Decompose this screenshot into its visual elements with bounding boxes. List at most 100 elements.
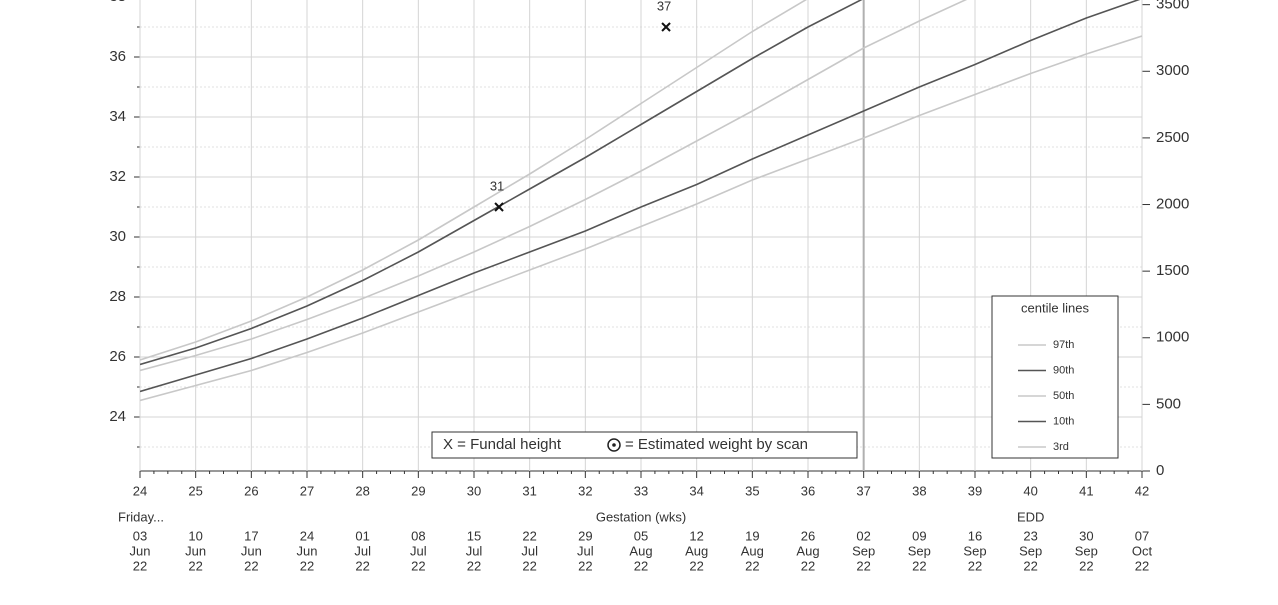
x-tick-label: 25 [188,483,202,498]
x-tick-label: 42 [1135,483,1149,498]
fundal-x-stroke [494,202,504,212]
x-tick-label: 36 [801,483,815,498]
legend-title: centile lines [1021,300,1089,315]
overlay: 31 37 [490,0,671,212]
legend-label: 10th [1053,415,1074,427]
x-date-label: Sep [908,543,931,558]
x-date-label: 22 [133,558,147,573]
x-date-label: Jul [577,543,594,558]
y2-tick-label: 1000 [1156,329,1189,346]
x-tick-label: 34 [689,483,703,498]
x-date-label: 22 [411,558,425,573]
x-date-label: 05 [634,528,648,543]
x-date-label: Sep [852,543,875,558]
centile-line [140,0,808,361]
fundal-mark [494,202,504,212]
scan-symbol-dot [612,443,616,447]
y-tick-label: 30 [109,228,126,245]
x-date-label: 09 [912,528,926,543]
legend-label: 90th [1053,364,1074,376]
x-tick-label: 26 [244,483,258,498]
x-tick-label: 38 [912,483,926,498]
x-date-label: Jun [185,543,206,558]
x-tick-label: 31 [522,483,536,498]
x-date-label: 15 [467,528,481,543]
x-date-label: 23 [1023,528,1037,543]
x-date-label: 22 [1135,558,1149,573]
scan-symbol [607,438,621,452]
x-date-label: 22 [188,558,202,573]
x-date-label: Jul [521,543,538,558]
x-date-label: Jun [241,543,262,558]
y-tick-label: 36 [109,48,126,65]
y2-tick-label: 2000 [1156,195,1189,212]
x-date-label: Oct [1132,543,1153,558]
x-date-label: 08 [411,528,425,543]
x-date-label: 01 [355,528,369,543]
x-date-label: 22 [300,558,314,573]
x-date-label: 29 [578,528,592,543]
legend-label: 50th [1053,390,1074,402]
x-tick-label: 33 [634,483,648,498]
x-date-label: Sep [1075,543,1098,558]
x-date-label: 22 [689,558,703,573]
x-tick-label: 32 [578,483,592,498]
x-date-label: Jul [410,543,427,558]
centile-line [140,35,1142,402]
x-tick-label: 27 [300,483,314,498]
x-tick-label: 37 [856,483,870,498]
y-tick-label: 32 [109,168,126,185]
x-tick-label: 24 [133,483,147,498]
key-fundal: X = Fundal height [443,436,562,453]
fundal-mark [661,22,671,32]
y-tick-label: 38 [109,0,126,5]
x-date-label: 22 [801,558,815,573]
legend-label: 97th [1053,339,1074,351]
x-date-label: 19 [745,528,759,543]
y2-tick-label: 2500 [1156,129,1189,146]
key-scan: = Estimated weight by scan [625,436,808,453]
x-date-label: Aug [629,543,652,558]
x-date-label: 12 [689,528,703,543]
x-tick-label: 30 [467,483,481,498]
x-date-label: 22 [244,558,258,573]
x-tick-label: 41 [1079,483,1093,498]
centile-line [140,0,968,372]
fundal-label: 31 [490,178,504,193]
x-date-label: 22 [1079,558,1093,573]
x-date-label: 22 [1023,558,1037,573]
x-date-label: 17 [244,528,258,543]
y2-tick-label: 500 [1156,395,1181,412]
y-tick-label: 26 [109,348,126,365]
x-tick-label: 28 [355,483,369,498]
x-date-label: 26 [801,528,815,543]
legend-label: 3rd [1053,441,1069,453]
y2-tick-label: 0 [1156,462,1164,479]
x-tick-label: 39 [968,483,982,498]
x-date-label: 10 [188,528,202,543]
x-date-label: 07 [1135,528,1149,543]
x-date-label: 22 [467,558,481,573]
x-date-label: 22 [634,558,648,573]
edd-label: EDD [1017,509,1044,524]
y-tick-label: 24 [109,408,126,425]
x-date-label: 22 [522,558,536,573]
x-date-label: Jun [297,543,318,558]
x-date-label: Aug [796,543,819,558]
x-date-label: Sep [963,543,986,558]
x-note: Friday... [118,509,164,524]
y2-tick-label: 3500 [1156,0,1189,13]
x-date-label: Aug [741,543,764,558]
x-date-label: Sep [1019,543,1042,558]
fundal-label: 37 [657,0,671,13]
fundal-x-stroke [661,22,671,32]
y2-tick-label: 3000 [1156,62,1189,79]
y-tick-label: 28 [109,288,126,305]
x-tick-label: 35 [745,483,759,498]
y2-tick-label: 1500 [1156,262,1189,279]
x-date-label: 16 [968,528,982,543]
x-date-label: 22 [968,558,982,573]
centile-lines [140,0,1142,402]
legend-box [991,295,1119,459]
x-date-label: 24 [300,528,314,543]
